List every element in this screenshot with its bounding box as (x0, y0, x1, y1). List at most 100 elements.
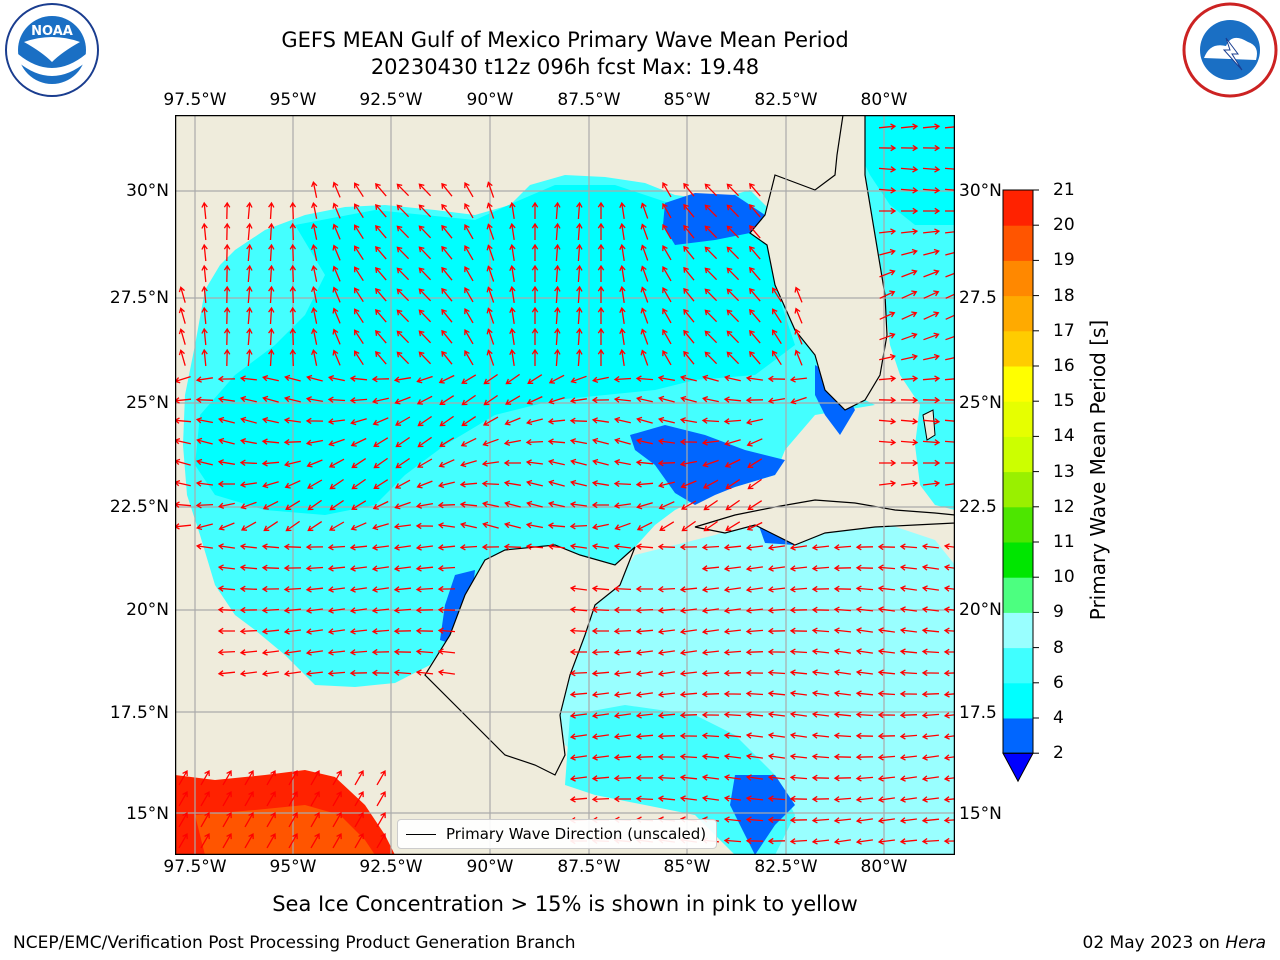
lat-label-left: 20°N (126, 600, 169, 620)
noaa-logo: NOAA (5, 3, 99, 97)
wave-arrow (217, 543, 235, 550)
wave-arrow (328, 458, 345, 468)
wave-arrow (619, 348, 626, 366)
wave-arrow (657, 585, 676, 593)
wave-arrow (723, 669, 742, 677)
wave-arrow (767, 753, 785, 760)
wave-arrow (877, 627, 895, 634)
wave-arrow (726, 309, 740, 323)
wave-arrow (923, 353, 940, 361)
wave-arrow (877, 648, 895, 655)
wave-arrow (921, 564, 939, 571)
wave-arrow (923, 269, 940, 278)
wave-arrow (749, 182, 761, 197)
wave-arrow (283, 586, 302, 593)
wave-arrow (509, 327, 516, 345)
wave-arrow (569, 543, 587, 550)
wave-arrow (441, 308, 453, 323)
wave-arrow (749, 224, 761, 239)
wave-arrow (393, 376, 412, 383)
wave-arrow (464, 350, 474, 366)
wave-arrow (613, 774, 632, 782)
wave-arrow (811, 606, 830, 614)
wave-arrow (349, 565, 367, 572)
wave-arrow (662, 287, 672, 303)
wave-arrow (372, 500, 389, 510)
wave-arrow (726, 330, 740, 344)
wave-arrow (417, 415, 432, 427)
wave-arrow (922, 396, 941, 404)
colorbar-segment (1003, 542, 1033, 578)
wave-arrow (789, 774, 808, 781)
wave-arrow (396, 225, 410, 239)
wave-arrow (305, 607, 323, 614)
wave-arrow (877, 732, 896, 740)
wave-arrow (531, 348, 539, 366)
wave-arrow (350, 437, 367, 447)
wave-arrow (461, 416, 477, 427)
wave-arrow (899, 838, 918, 845)
wave-arrow (239, 649, 258, 656)
wave-arrow (724, 458, 741, 468)
wave-arrow (811, 585, 830, 593)
wave-arrow (576, 243, 583, 262)
wave-arrow (509, 348, 516, 366)
wave-arrow (503, 543, 522, 551)
wave-arrow (592, 458, 609, 466)
wave-arrow (354, 833, 364, 849)
wave-arrow (396, 351, 410, 365)
wave-arrow (922, 123, 941, 130)
wave-arrow (569, 648, 587, 656)
wave-arrow (922, 187, 941, 194)
wave-arrow (332, 265, 341, 282)
wave-arrow (701, 543, 720, 551)
colorbar-segment (1003, 682, 1033, 719)
wave-arrow (662, 203, 672, 219)
wave-arrow (657, 543, 676, 551)
wave-arrow (591, 712, 609, 719)
wave-arrow (899, 564, 917, 571)
wave-arrow (288, 812, 298, 828)
wave-arrow (486, 349, 495, 366)
wave-arrow (683, 203, 695, 218)
wave-arrow (371, 375, 390, 383)
wave-arrow (310, 286, 318, 303)
wave-arrow (704, 351, 718, 365)
wave-arrow (486, 286, 495, 303)
wave-arrow (554, 201, 561, 220)
wave-arrow (944, 167, 955, 170)
low-period-patch (630, 425, 785, 505)
wave-arrow (613, 375, 632, 383)
wave-arrow (901, 459, 919, 467)
wave-arrow (745, 795, 764, 802)
wave-arrow (597, 327, 605, 345)
wave-arrow (745, 837, 764, 845)
wave-arrow (878, 187, 897, 194)
wave-arrow (418, 267, 432, 281)
wave-arrow (246, 348, 253, 367)
wave-arrow (329, 499, 344, 511)
wave-arrow (855, 690, 874, 697)
wave-arrow (332, 349, 341, 366)
wave-arrow (289, 348, 297, 367)
wave-arrow (943, 775, 955, 782)
wave-arrow (945, 314, 955, 320)
wave-arrow (746, 418, 763, 426)
lat-label-right: 17.5 (959, 703, 997, 723)
wave-arrow (745, 816, 764, 823)
wave-arrow (789, 586, 808, 593)
footer-date: 02 May 2023 on Hera (1083, 933, 1267, 953)
wave-arrow (283, 628, 301, 635)
wave-arrow (486, 244, 495, 261)
wave-arrow (899, 817, 917, 824)
wave-arrow (591, 733, 609, 740)
wave-arrow (613, 733, 631, 740)
wave-arrow (767, 397, 786, 404)
wave-arrow (811, 795, 830, 803)
wave-arrow (591, 691, 609, 698)
wave-arrow (307, 499, 322, 511)
wave-arrow (393, 523, 411, 530)
wave-arrow (332, 328, 341, 345)
colorbar-tick-label: 19 (1053, 250, 1075, 271)
wave-arrow (921, 837, 940, 845)
